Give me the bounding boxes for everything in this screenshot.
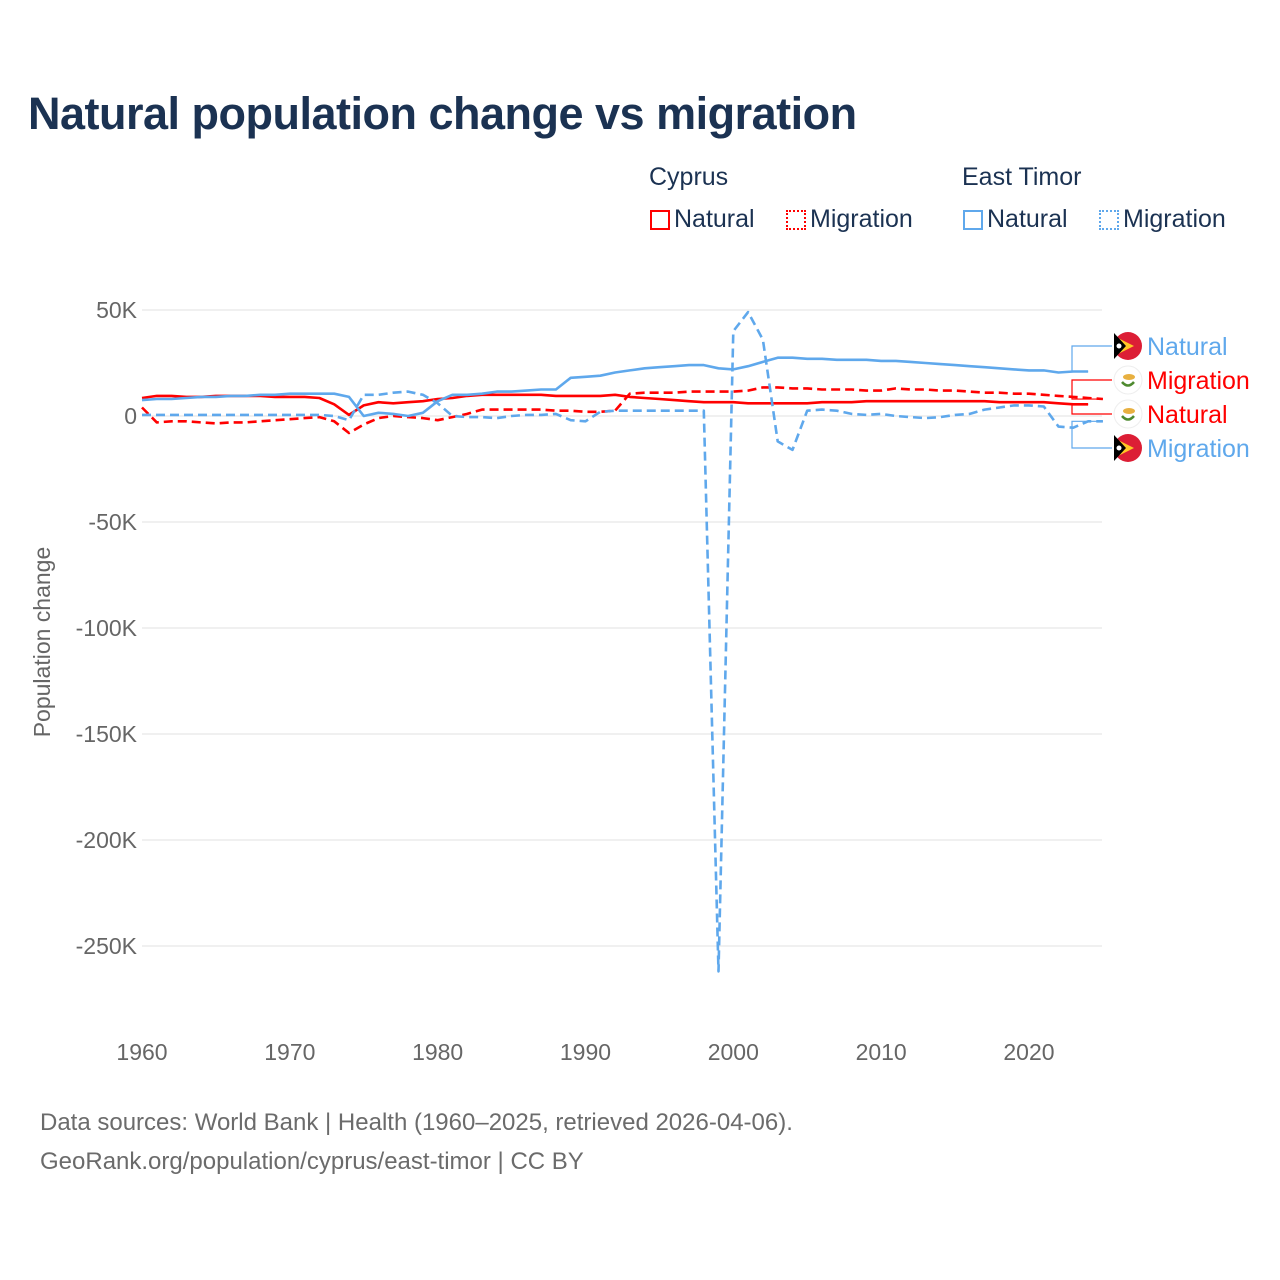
legend-swatch-dotted	[786, 209, 806, 230]
footer-sources: Data sources: World Bank | Health (1960–…	[40, 1109, 793, 1136]
legend-label: Natural	[674, 205, 755, 233]
x-tick-label: 1990	[560, 1039, 611, 1065]
legend-east-timor-natural[interactable]: Natural	[963, 205, 1068, 234]
label-connector	[1071, 379, 1112, 400]
legend-swatch-solid	[963, 209, 983, 230]
legend-label: Migration	[810, 205, 913, 233]
legend-cyprus-natural[interactable]: Natural	[650, 205, 755, 234]
east-timor-flag-icon	[1114, 434, 1142, 462]
y-tick-label: -150K	[76, 721, 138, 747]
legend-east-timor-migration[interactable]: Migration	[1099, 205, 1226, 234]
y-tick-label: 0	[124, 403, 137, 429]
footer-link[interactable]: GeoRank.org/population/cyprus/east-timor…	[40, 1148, 584, 1175]
cyprus-flag-icon	[1113, 365, 1143, 395]
end-label: Natural	[1147, 333, 1228, 361]
series-line-cyprus-natural	[141, 393, 1089, 417]
y-tick-label: 50K	[96, 297, 138, 323]
legend-group-east-timor: East Timor	[962, 163, 1082, 191]
x-tick-label: 2000	[708, 1039, 759, 1065]
series-line-east-timor-natural	[141, 356, 1089, 418]
label-connector	[1071, 345, 1112, 373]
x-tick-label: 1970	[264, 1039, 315, 1065]
legend-label: Migration	[1123, 205, 1226, 233]
y-axis-label: Population change	[29, 547, 55, 738]
end-label: Natural	[1147, 401, 1228, 429]
legend-cyprus-migration[interactable]: Migration	[786, 205, 913, 234]
chart-title: Natural population change vs migration	[28, 88, 857, 139]
legend-swatch-dotted	[1099, 209, 1119, 230]
y-tick-label: -200K	[76, 827, 138, 853]
series-line-east-timor-migration	[142, 310, 1103, 973]
legend-swatch-solid	[650, 209, 670, 230]
legend-label: Natural	[987, 205, 1068, 233]
legend-group-cyprus: Cyprus	[649, 163, 729, 191]
x-tick-label: 1980	[412, 1039, 463, 1065]
label-connector	[1071, 403, 1112, 415]
end-label: Migration	[1147, 367, 1250, 395]
end-label: Migration	[1147, 435, 1250, 463]
x-tick-label: 2020	[1003, 1039, 1054, 1065]
y-tick-label: -250K	[76, 933, 138, 959]
cyprus-flag-icon	[1113, 399, 1143, 429]
x-tick-label: 1960	[116, 1039, 167, 1065]
east-timor-flag-icon	[1114, 332, 1142, 360]
y-tick-label: -100K	[76, 615, 138, 641]
x-tick-label: 2010	[856, 1039, 907, 1065]
label-connector	[1071, 420, 1112, 449]
y-tick-label: -50K	[88, 509, 137, 535]
